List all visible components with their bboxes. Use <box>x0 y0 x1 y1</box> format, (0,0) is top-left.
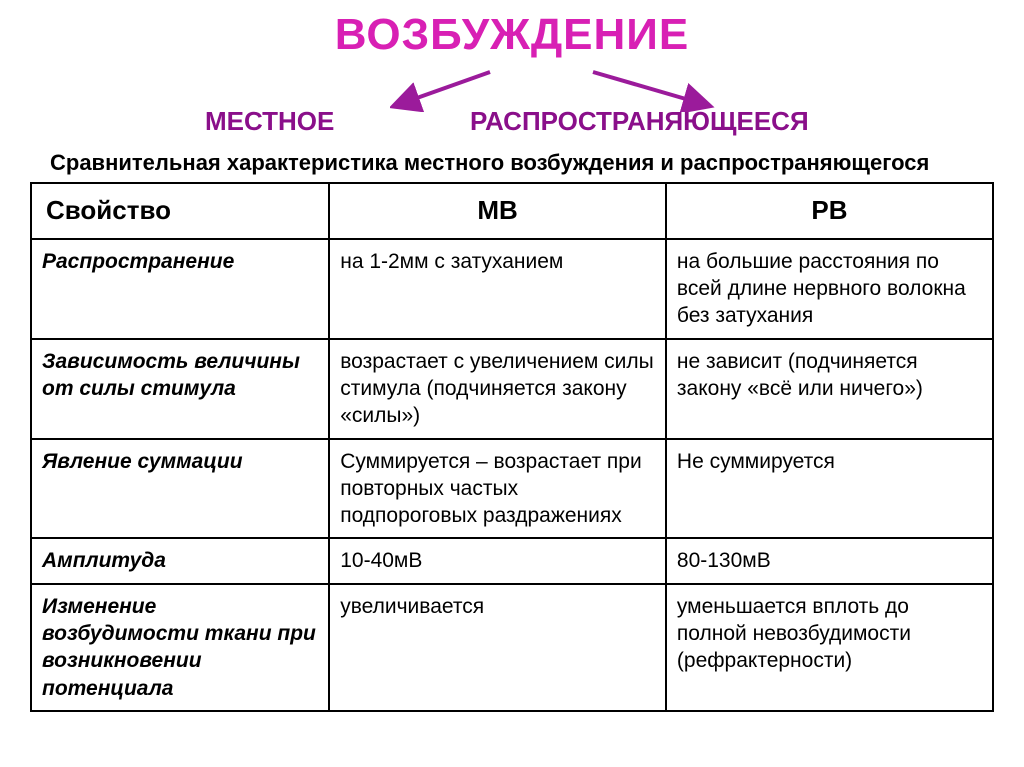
branch-diagram: МЕСТНОЕ РАСПРОСТРАНЯЮЩЕЕСЯ <box>30 68 994 138</box>
row-label: Явление суммации <box>31 439 329 539</box>
table-row: Распространение на 1-2мм с затуханием на… <box>31 239 993 339</box>
cell: Не суммируется <box>666 439 993 539</box>
table-row: Изменение возбудимости ткани при возникн… <box>31 584 993 711</box>
col-header: Свойство <box>31 183 329 239</box>
cell: возрастает с увеличением силы стимула (п… <box>329 339 666 439</box>
col-header: МВ <box>329 183 666 239</box>
table-row: Явление суммации Суммируется – возрастае… <box>31 439 993 539</box>
cell: увеличивается <box>329 584 666 711</box>
table-caption: Сравнительная характеристика местного во… <box>30 150 994 176</box>
row-label: Изменение возбудимости ткани при возникн… <box>31 584 329 711</box>
comparison-table: Свойство МВ РВ Распространение на 1-2мм … <box>30 182 994 712</box>
cell: 80-130мВ <box>666 538 993 583</box>
branch-right-label: РАСПРОСТРАНЯЮЩЕЕСЯ <box>470 106 809 137</box>
cell: на 1-2мм с затуханием <box>329 239 666 339</box>
cell: 10-40мВ <box>329 538 666 583</box>
table-header-row: Свойство МВ РВ <box>31 183 993 239</box>
row-label: Амплитуда <box>31 538 329 583</box>
cell: не зависит (подчиняется закону «всё или … <box>666 339 993 439</box>
cell: Суммируется – возрастает при повторных ч… <box>329 439 666 539</box>
row-label: Зависимость величины от силы стимула <box>31 339 329 439</box>
table-row: Амплитуда 10-40мВ 80-130мВ <box>31 538 993 583</box>
row-label: Распространение <box>31 239 329 339</box>
cell: на большие расстояния по всей длине нерв… <box>666 239 993 339</box>
col-header: РВ <box>666 183 993 239</box>
cell: уменьшается вплоть до полной невозбудимо… <box>666 584 993 711</box>
table-row: Зависимость величины от силы стимула воз… <box>31 339 993 439</box>
branch-left-label: МЕСТНОЕ <box>205 106 334 137</box>
main-title: ВОЗБУЖДЕНИЕ <box>30 10 994 60</box>
